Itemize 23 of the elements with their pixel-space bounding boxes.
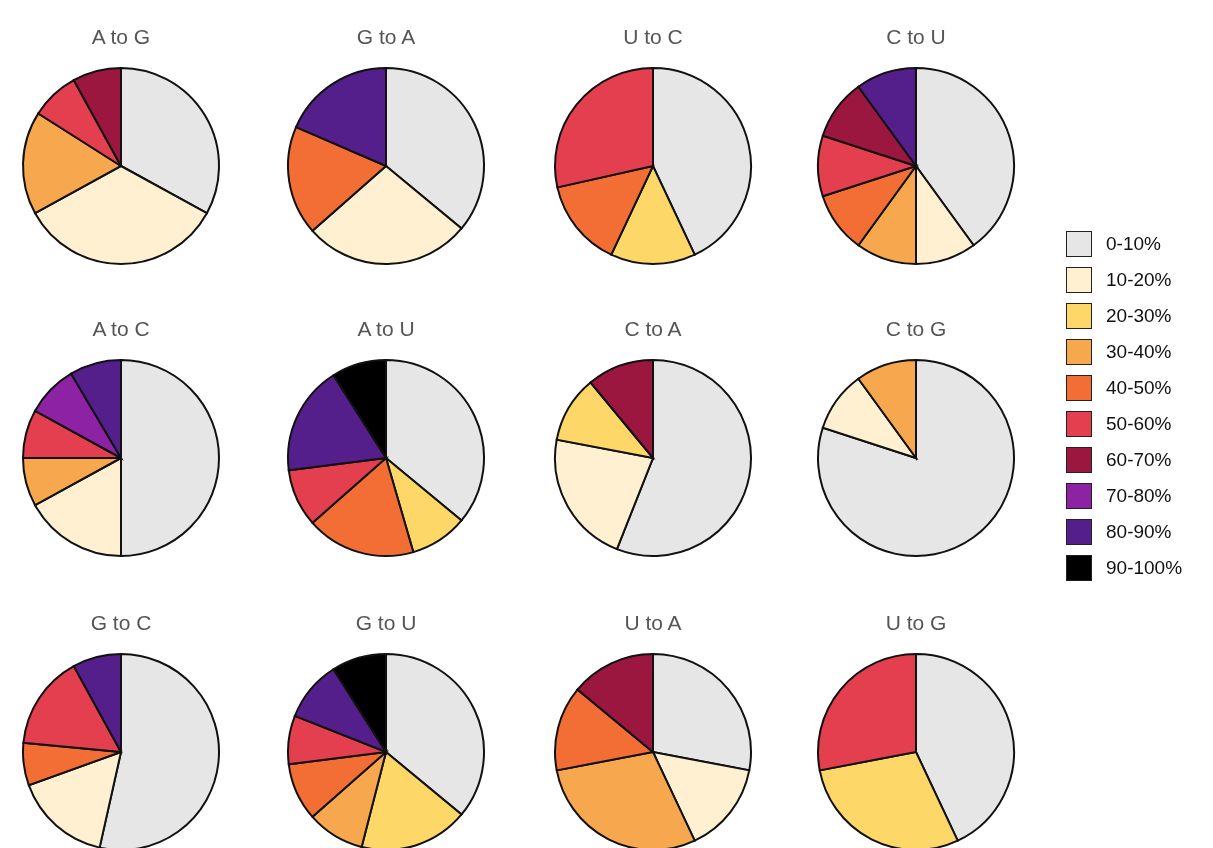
chart-title: U to C (622, 24, 684, 50)
chart-title: U to A (623, 610, 683, 636)
legend-label: 40-50% (1106, 377, 1172, 399)
pie-slice (817, 359, 1015, 557)
legend-label: 90-100% (1106, 557, 1183, 579)
legend-label: 20-30% (1106, 305, 1172, 327)
legend-label: 60-70% (1106, 449, 1172, 471)
chart-title: G to A (355, 24, 417, 50)
legend-label: 50-60% (1106, 413, 1172, 435)
chart-title: A to U (356, 316, 416, 342)
chart-title: U to G (884, 610, 948, 636)
legend-label: 70-80% (1106, 485, 1172, 507)
legend-label: 10-20% (1106, 269, 1172, 291)
chart-title: G to U (354, 610, 418, 636)
legend-label: 30-40% (1106, 341, 1172, 363)
chart-title: C to U (885, 24, 947, 50)
chart-title: A to C (91, 316, 151, 342)
legend-label: 80-90% (1106, 521, 1172, 543)
chart-title: C to A (623, 316, 683, 342)
chart-title: C to G (884, 316, 948, 342)
chart-title: G to C (89, 610, 153, 636)
legend-label: 0-10% (1106, 233, 1161, 255)
chart-title: A to G (90, 24, 152, 50)
